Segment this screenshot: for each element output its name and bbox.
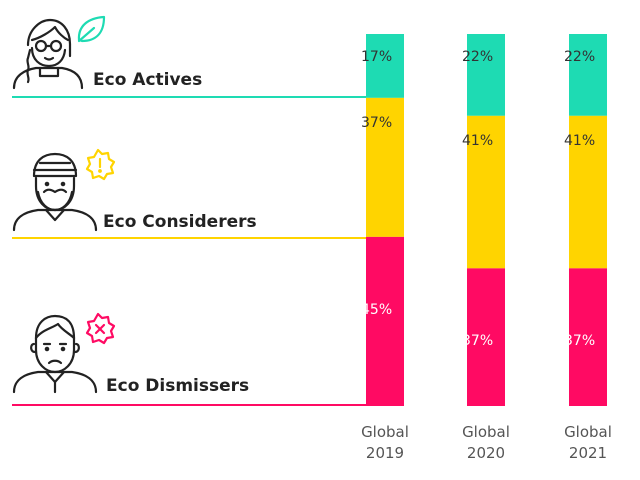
woman-with-glasses-icon — [12, 18, 84, 90]
eco-considerers-label: Eco Considerers — [103, 212, 257, 232]
bar-segment-eco-dismissers-1 — [366, 236, 404, 406]
bar-segment-eco-actives-3 — [569, 34, 607, 116]
bar-segment-eco-considerers-3 — [569, 115, 607, 269]
eco-dismissers-rule — [12, 404, 366, 406]
eco-actives-label: Eco Actives — [93, 70, 203, 90]
eco-actives-rule — [12, 96, 366, 98]
bar-segment-eco-actives-1 — [366, 34, 404, 98]
leaf-icon — [77, 15, 106, 43]
man-face-icon — [12, 314, 98, 394]
x-tick-label-1: Global 2019 — [361, 423, 409, 462]
data-label-eco-actives-3: 22% — [564, 49, 596, 65]
data-label-eco-considerers-2: 41% — [462, 132, 494, 149]
bar-segment-eco-considerers-2 — [467, 115, 505, 269]
bar-segment-eco-dismissers-2 — [467, 268, 505, 406]
data-label-eco-considerers-1: 37% — [361, 114, 393, 131]
data-label-eco-dismissers-2: 37% — [462, 333, 494, 350]
cross-icon — [85, 312, 116, 345]
x-tick-label-2: Global 2020 — [462, 423, 510, 462]
man-with-beanie-and-beard-icon — [12, 152, 98, 232]
eco-dismissers-label: Eco Dismissers — [106, 376, 250, 396]
bar-segment-eco-dismissers-3 — [569, 268, 607, 406]
bar-segment-eco-actives-2 — [467, 34, 505, 116]
alert-icon — [85, 148, 116, 181]
data-label-eco-actives-1: 17% — [361, 49, 393, 65]
eco-considerers-rule — [12, 237, 366, 239]
data-label-eco-considerers-3: 41% — [564, 132, 596, 149]
data-label-eco-dismissers-3: 37% — [564, 333, 596, 350]
x-tick-label-3: Global 2021 — [564, 423, 612, 462]
data-label-eco-actives-2: 22% — [462, 49, 494, 65]
data-label-eco-dismissers-1: 45% — [361, 301, 393, 318]
bar-segment-eco-considerers-1 — [366, 97, 404, 237]
